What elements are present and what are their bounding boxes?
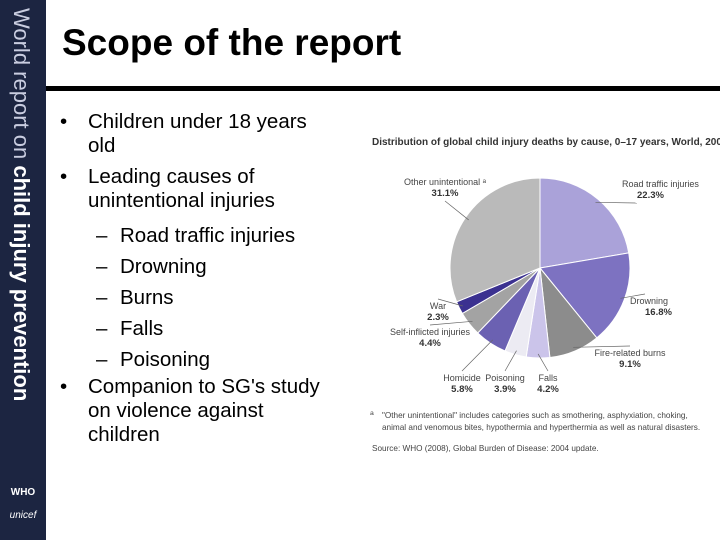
value-label: 4.4% bbox=[419, 338, 441, 349]
value-label: 9.1% bbox=[619, 359, 641, 370]
footnote: a "Other unintentional" includes categori… bbox=[370, 410, 702, 434]
sub-bullet: Burns bbox=[58, 282, 338, 313]
sub-bullet: Road traffic injuries bbox=[58, 220, 338, 251]
sub-bullet: Drowning bbox=[58, 251, 338, 282]
slice-label: Road traffic injuries bbox=[622, 179, 699, 189]
slice-label: Drowning bbox=[630, 296, 668, 306]
value-label: 2.3% bbox=[427, 312, 449, 323]
leader-line bbox=[620, 293, 646, 299]
leader-line bbox=[537, 353, 549, 372]
pie-slice bbox=[539, 252, 631, 339]
sub-bullet: Poisoning bbox=[58, 344, 338, 375]
value-label: 31.1% bbox=[432, 188, 459, 199]
leader-line bbox=[595, 201, 638, 204]
title-rule bbox=[46, 86, 720, 91]
unicef-logo: unicef bbox=[9, 510, 37, 521]
value-label: 16.8% bbox=[645, 307, 672, 318]
leader-line bbox=[429, 320, 473, 326]
slice-label: Self-inflicted injuries bbox=[390, 327, 471, 337]
slice-label: Falls bbox=[538, 373, 558, 383]
bullet: Companion to SG's study on violence agai… bbox=[58, 375, 338, 447]
leader-line bbox=[573, 345, 631, 348]
leader-line bbox=[504, 350, 517, 372]
leader-line bbox=[444, 200, 469, 221]
slice-label: Other unintentional ᵃ bbox=[404, 177, 487, 187]
chart-source: Source: WHO (2008), Global Burden of Dis… bbox=[372, 444, 599, 453]
slice-label: Poisoning bbox=[485, 373, 525, 383]
value-label: 4.2% bbox=[537, 384, 559, 395]
bullet-list: Children under 18 years old Leading cause… bbox=[58, 110, 338, 454]
slice-label: War bbox=[430, 301, 446, 311]
value-label: 5.8% bbox=[451, 384, 473, 395]
sub-bullet: Falls bbox=[58, 313, 338, 344]
who-logo: WHO bbox=[10, 487, 36, 498]
chart-title: Distribution of global child injury deat… bbox=[372, 137, 720, 148]
slice-label: Fire-related burns bbox=[594, 348, 666, 358]
leader-line bbox=[437, 298, 463, 307]
slide-title: Scope of the report bbox=[62, 22, 402, 63]
value-label: 3.9% bbox=[494, 384, 516, 395]
bullet: Children under 18 years old bbox=[58, 110, 338, 158]
value-label: 22.3% bbox=[637, 190, 664, 201]
sidebar: World report on child injury prevention … bbox=[0, 0, 46, 540]
pie-slice bbox=[539, 177, 630, 269]
leader-line bbox=[461, 339, 493, 372]
footnote-marker: a bbox=[370, 410, 374, 417]
bullet: Leading causes of unintentional injuries bbox=[58, 165, 338, 213]
slice-label: Homicide bbox=[443, 373, 481, 383]
footnote-text: "Other unintentional" includes categorie… bbox=[382, 411, 701, 432]
